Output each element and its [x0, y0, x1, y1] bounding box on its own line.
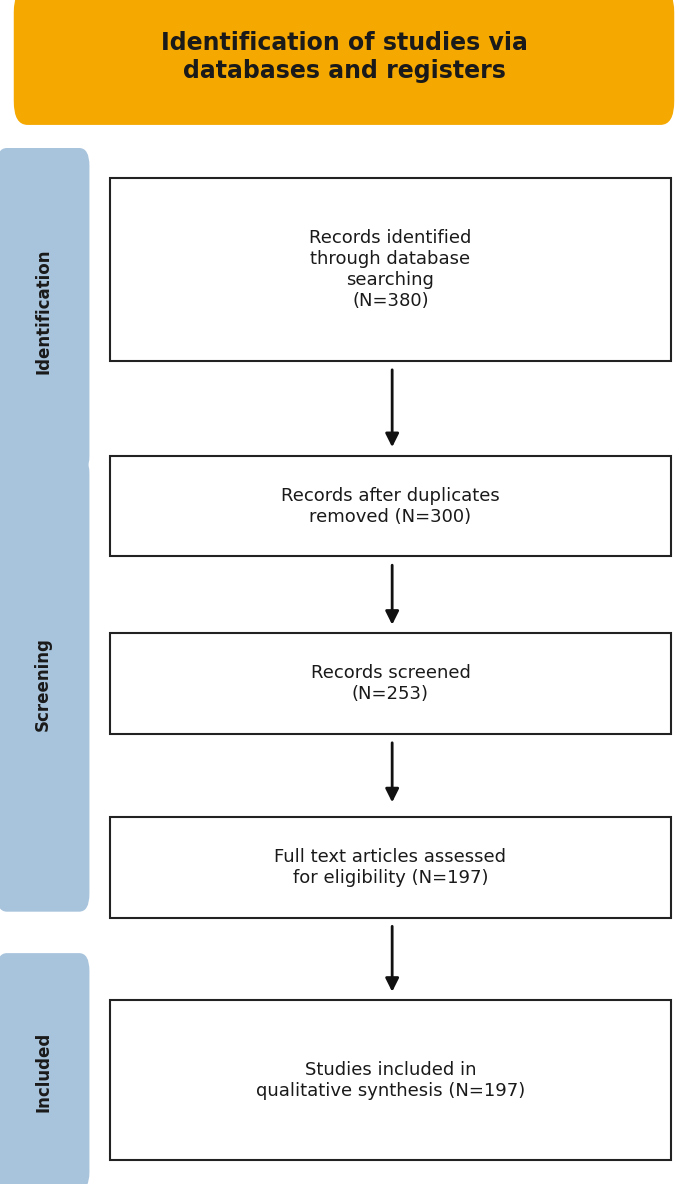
FancyBboxPatch shape [0, 148, 89, 474]
Text: Identification: Identification [34, 249, 52, 373]
Text: Records screened
(N=253): Records screened (N=253) [310, 664, 471, 703]
FancyBboxPatch shape [110, 633, 671, 734]
Text: Studies included in
qualitative synthesis (N=197): Studies included in qualitative synthesi… [256, 1061, 525, 1100]
Text: Screening: Screening [34, 637, 52, 731]
FancyBboxPatch shape [110, 817, 671, 918]
Text: Identification of studies via
databases and registers: Identification of studies via databases … [160, 31, 528, 83]
FancyBboxPatch shape [14, 0, 674, 124]
FancyBboxPatch shape [0, 456, 89, 912]
Text: Included: Included [34, 1031, 52, 1112]
Text: Records after duplicates
removed (N=300): Records after duplicates removed (N=300) [281, 487, 499, 526]
Text: Records identified
through database
searching
(N=380): Records identified through database sear… [309, 230, 472, 309]
FancyBboxPatch shape [110, 178, 671, 361]
FancyBboxPatch shape [110, 1000, 671, 1160]
FancyBboxPatch shape [110, 456, 671, 556]
FancyBboxPatch shape [0, 953, 89, 1184]
Text: Full text articles assessed
for eligibility (N=197): Full text articles assessed for eligibil… [275, 848, 506, 887]
